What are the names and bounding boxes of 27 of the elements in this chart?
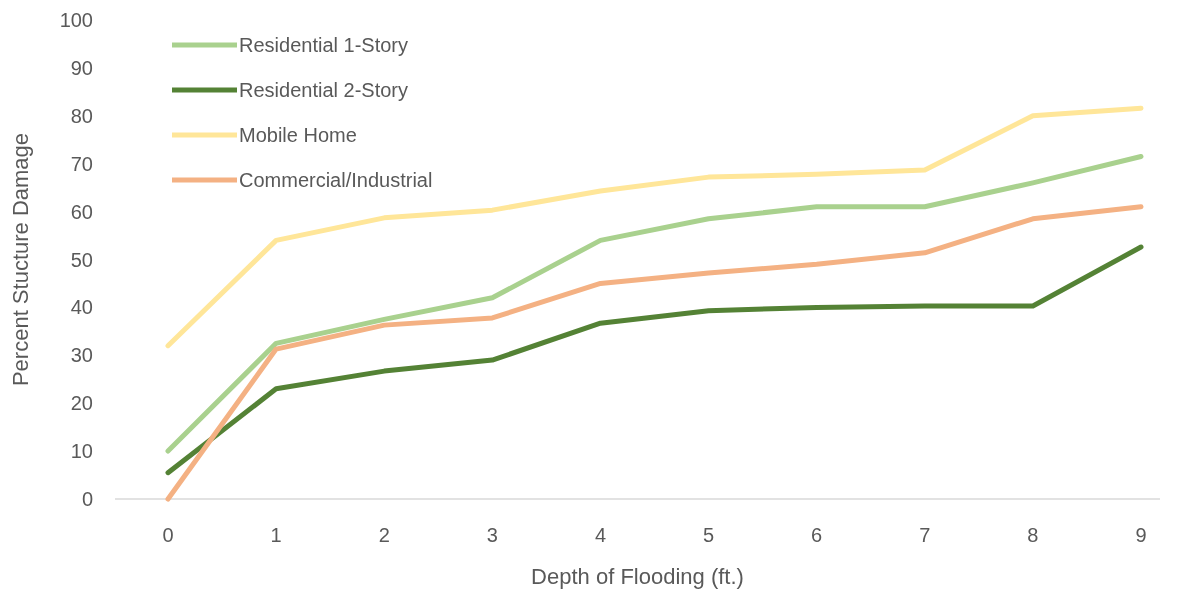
y-tick-label: 30 (70, 344, 93, 367)
y-tick-label: 90 (70, 56, 93, 79)
y-tick-label: 20 (70, 392, 93, 415)
x-tick-label: 4 (594, 524, 607, 546)
x-tick-label: 6 (811, 524, 823, 546)
y-tick-label: 80 (70, 104, 93, 127)
x-tick-label: 0 (162, 524, 174, 546)
y-tick-label: 60 (70, 200, 93, 223)
legend-label: Commercial/Industrial (239, 169, 433, 191)
y-tick-label: 50 (70, 248, 93, 271)
x-tick-label: 2 (378, 524, 390, 546)
legend-label: Mobile Home (239, 124, 357, 146)
y-tick-label: 40 (70, 296, 93, 319)
x-tick-label: 5 (702, 524, 715, 546)
y-tick-label: 100 (59, 9, 93, 31)
x-tick-label: 7 (919, 524, 931, 546)
y-tick-label: 10 (70, 440, 93, 463)
y-tick-label: 70 (70, 152, 93, 175)
legend-label: Residential 1-Story (239, 34, 408, 56)
x-tick-label: 8 (1027, 524, 1039, 546)
legend-label: Residential 2-Story (239, 79, 408, 101)
y-tick-label: 0 (81, 488, 93, 510)
x-tick-label: 3 (486, 524, 498, 546)
y-axis-title: Percent Stucture Damage (8, 132, 33, 387)
x-tick-label: 1 (270, 524, 282, 546)
x-axis-title: Depth of Flooding (ft.) (531, 564, 744, 589)
x-tick-label: 9 (1135, 524, 1147, 546)
